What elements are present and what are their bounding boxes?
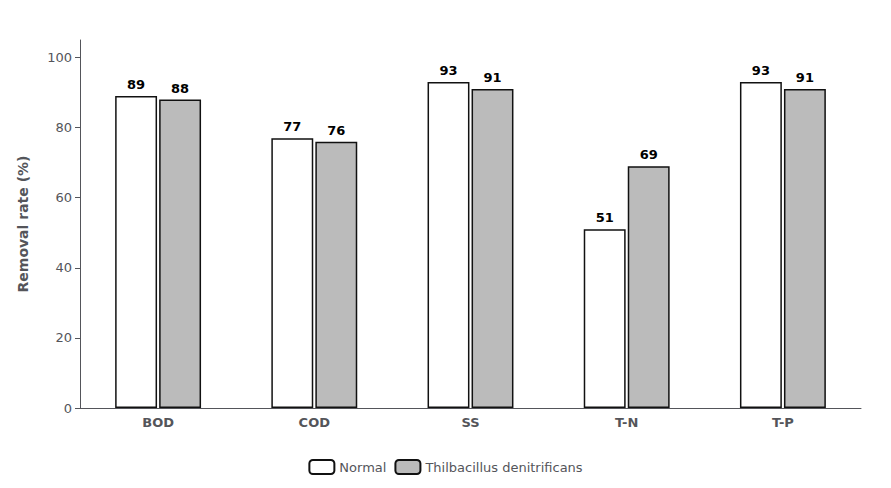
svg-text:88: 88 bbox=[171, 81, 189, 96]
svg-text:T-N: T-N bbox=[615, 415, 638, 430]
svg-text:20: 20 bbox=[55, 330, 72, 345]
svg-text:91: 91 bbox=[483, 70, 501, 85]
svg-text:COD: COD bbox=[299, 415, 331, 430]
svg-text:Normal: Normal bbox=[339, 460, 386, 475]
svg-text:SS: SS bbox=[461, 415, 479, 430]
svg-text:0: 0 bbox=[64, 401, 72, 416]
svg-text:91: 91 bbox=[796, 70, 814, 85]
svg-text:76: 76 bbox=[327, 123, 345, 138]
svg-text:80: 80 bbox=[55, 120, 72, 135]
svg-text:93: 93 bbox=[752, 63, 770, 78]
svg-text:100: 100 bbox=[47, 50, 72, 65]
svg-text:60: 60 bbox=[55, 190, 72, 205]
svg-text:Removal rate (%): Removal rate (%) bbox=[15, 156, 31, 293]
svg-text:T-P: T-P bbox=[772, 415, 794, 430]
svg-text:93: 93 bbox=[439, 63, 457, 78]
svg-text:Thilbacillus denitrificans: Thilbacillus denitrificans bbox=[424, 460, 582, 475]
svg-text:40: 40 bbox=[55, 260, 72, 275]
svg-text:BOD: BOD bbox=[142, 415, 174, 430]
svg-text:51: 51 bbox=[596, 210, 614, 225]
svg-text:89: 89 bbox=[127, 77, 145, 92]
svg-text:69: 69 bbox=[640, 147, 658, 162]
svg-text:77: 77 bbox=[283, 119, 301, 134]
